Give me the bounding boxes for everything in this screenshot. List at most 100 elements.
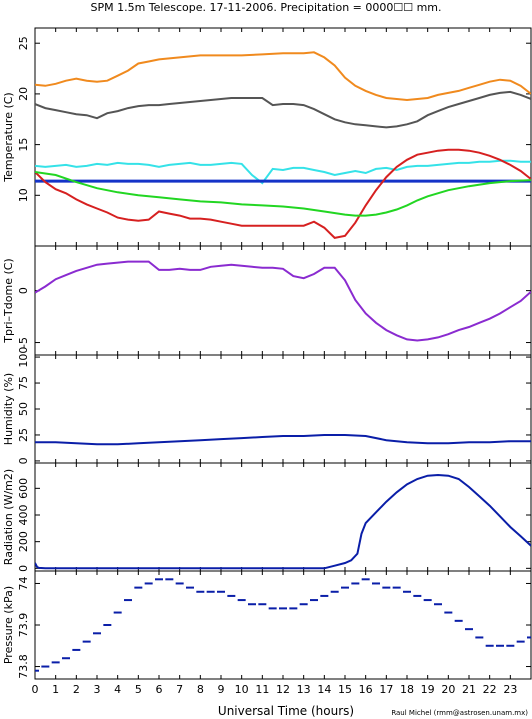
chart-title: SPM 1.5m Telescope. 17-11-2006. Precipit… bbox=[90, 1, 441, 14]
data-point bbox=[351, 582, 360, 585]
x-tick-label: 14 bbox=[317, 683, 331, 696]
series-group bbox=[35, 473, 531, 570]
data-point bbox=[268, 607, 277, 610]
x-tick-label: 17 bbox=[379, 683, 393, 696]
data-point bbox=[155, 578, 163, 581]
data-point bbox=[527, 636, 531, 639]
data-point bbox=[82, 640, 91, 643]
y-tick-label: 600 bbox=[17, 478, 30, 499]
data-point bbox=[361, 578, 370, 581]
data-point bbox=[51, 661, 60, 664]
data-point bbox=[289, 607, 298, 610]
series-group bbox=[35, 434, 531, 446]
data-point bbox=[206, 590, 215, 593]
data-point bbox=[444, 611, 453, 614]
x-tick-label: 4 bbox=[114, 683, 121, 696]
data-point bbox=[382, 586, 391, 589]
x-tick-label: 20 bbox=[441, 683, 455, 696]
data-point bbox=[403, 590, 411, 593]
panel-frame bbox=[34, 245, 532, 356]
x-tick-label: 16 bbox=[359, 683, 373, 696]
data-point bbox=[175, 582, 184, 585]
series-line-gray bbox=[35, 90, 531, 129]
data-point bbox=[310, 599, 318, 602]
credit-text: Raul Michel (rmm@astrosen.unam.mx) bbox=[391, 709, 528, 717]
series-line-orange bbox=[35, 51, 531, 102]
data-point bbox=[299, 603, 308, 606]
x-tick-label: 0 bbox=[32, 683, 39, 696]
data-point bbox=[113, 611, 122, 614]
series-line-purple bbox=[35, 260, 531, 342]
data-point bbox=[62, 657, 70, 660]
data-point bbox=[72, 648, 81, 651]
data-point bbox=[372, 582, 380, 585]
y-tick-label: 10 bbox=[17, 188, 30, 202]
x-tick-label: 1 bbox=[52, 683, 59, 696]
data-point bbox=[496, 644, 504, 647]
data-point bbox=[186, 586, 194, 589]
y-axis-label-tpri_tdome: Tpri–Tdome (C) bbox=[2, 258, 15, 343]
data-point bbox=[320, 594, 329, 597]
x-tick-label: 13 bbox=[297, 683, 311, 696]
data-point bbox=[165, 578, 174, 581]
x-tick-label: 12 bbox=[276, 683, 290, 696]
y-axis-label-pressure: Pressure (kPa) bbox=[2, 586, 15, 664]
x-tick-label: 2 bbox=[73, 683, 80, 696]
data-point bbox=[144, 582, 153, 585]
x-tick-label: 22 bbox=[483, 683, 497, 696]
data-point bbox=[196, 590, 205, 593]
x-tick-label: 6 bbox=[156, 683, 163, 696]
x-axis-label: Universal Time (hours) bbox=[218, 704, 354, 718]
data-point bbox=[506, 644, 515, 647]
data-point bbox=[134, 586, 143, 589]
series-line-green bbox=[35, 171, 531, 217]
panel-pressure: 0 1 2 3 4 5 6 7 8 9 10 11 12 13 14 15 16 17 18 19 20 21 22 2373… bbox=[2, 570, 532, 696]
data-point bbox=[258, 603, 267, 606]
data-point bbox=[413, 594, 422, 597]
data-point bbox=[454, 619, 463, 622]
x-tick-label: 15 bbox=[338, 683, 352, 696]
y-tick-label: 50 bbox=[17, 402, 30, 416]
data-point bbox=[217, 590, 225, 593]
series-line-red bbox=[35, 148, 531, 239]
x-tick-label: 11 bbox=[255, 683, 269, 696]
data-point bbox=[516, 640, 525, 643]
y-tick-label: 73.8 bbox=[17, 654, 30, 679]
y-tick-label: 74 bbox=[17, 576, 30, 590]
series-group bbox=[35, 260, 531, 342]
panel-temperature: 10 15 20 25 Temperature (C) bbox=[2, 27, 532, 247]
y-tick-label: 0 bbox=[17, 287, 30, 294]
y-tick-label: 73.9 bbox=[17, 613, 30, 638]
y-tick-label: 0 bbox=[17, 457, 30, 464]
data-point bbox=[423, 599, 432, 602]
data-point bbox=[434, 603, 442, 606]
y-tick-label: 100 bbox=[17, 347, 30, 368]
data-point bbox=[392, 586, 401, 589]
y-tick-label: 75 bbox=[17, 376, 30, 390]
data-point bbox=[35, 669, 39, 672]
x-tick-label: 9 bbox=[218, 683, 225, 696]
y-tick-label: 20 bbox=[17, 87, 30, 101]
y-tick-label: 15 bbox=[17, 138, 30, 152]
data-point bbox=[485, 644, 494, 647]
x-tick-label: 23 bbox=[503, 683, 517, 696]
x-tick-label: 3 bbox=[94, 683, 101, 696]
y-axis-label-temperature: Temperature (C) bbox=[2, 92, 15, 182]
data-point bbox=[279, 607, 287, 610]
data-point bbox=[237, 599, 246, 602]
data-point bbox=[330, 590, 339, 593]
x-tick-label: 8 bbox=[197, 683, 204, 696]
series-line-cyan bbox=[35, 159, 531, 185]
y-tick-label: 25 bbox=[17, 428, 30, 442]
data-point bbox=[341, 586, 349, 589]
data-point bbox=[227, 594, 236, 597]
data-point bbox=[248, 603, 256, 606]
series-group bbox=[35, 578, 531, 672]
y-tick-label: 200 bbox=[17, 531, 30, 552]
series-line-navy bbox=[35, 473, 531, 570]
y-tick-label: -5 bbox=[17, 337, 30, 348]
data-point bbox=[475, 636, 484, 639]
data-point bbox=[93, 632, 101, 635]
